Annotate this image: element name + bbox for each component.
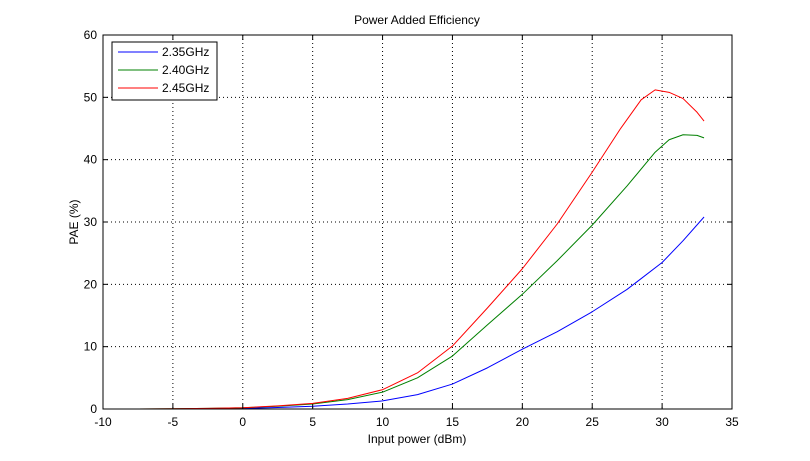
y-tick-label: 20 xyxy=(84,277,98,291)
legend-label: 2.35GHz xyxy=(162,45,209,59)
chart-title: Power Added Efficiency xyxy=(354,13,480,27)
y-tick-label: 60 xyxy=(84,28,98,42)
legend-label: 2.45GHz xyxy=(162,81,209,95)
series-lines xyxy=(137,89,705,410)
x-tick-label: 20 xyxy=(516,415,530,429)
legend-items: 2.35GHz 2.40GHz 2.45GHz xyxy=(118,45,209,95)
y-tick-label: 10 xyxy=(84,340,98,354)
x-tick-label: 15 xyxy=(446,415,460,429)
axis-ticks: -10 -5 0 5 10 15 20 25 30 35 0 10 20 30 40 50 60 xyxy=(84,28,739,429)
x-tick-label: 0 xyxy=(239,415,246,429)
legend-label: 2.40GHz xyxy=(162,63,209,77)
x-axis-label: Input power (dBm) xyxy=(368,432,467,446)
y-tick-label: 0 xyxy=(90,402,97,416)
y-tick-label: 30 xyxy=(84,215,98,229)
series-line-0 xyxy=(137,216,705,410)
series-line-2 xyxy=(137,89,705,410)
legend: 2.35GHz 2.40GHz 2.45GHz xyxy=(111,41,218,101)
y-tick-label: 50 xyxy=(84,90,98,104)
x-tick-label: -5 xyxy=(168,415,179,429)
x-tick-label: 30 xyxy=(655,415,669,429)
x-tick-label: 25 xyxy=(586,415,600,429)
x-tick-label: 5 xyxy=(309,415,316,429)
y-axis-label: PAE (%) xyxy=(67,199,81,244)
x-tick-label: 35 xyxy=(725,415,739,429)
x-tick-label: -10 xyxy=(94,415,112,429)
y-tick-label: 40 xyxy=(84,153,98,167)
x-tick-label: 10 xyxy=(376,415,390,429)
